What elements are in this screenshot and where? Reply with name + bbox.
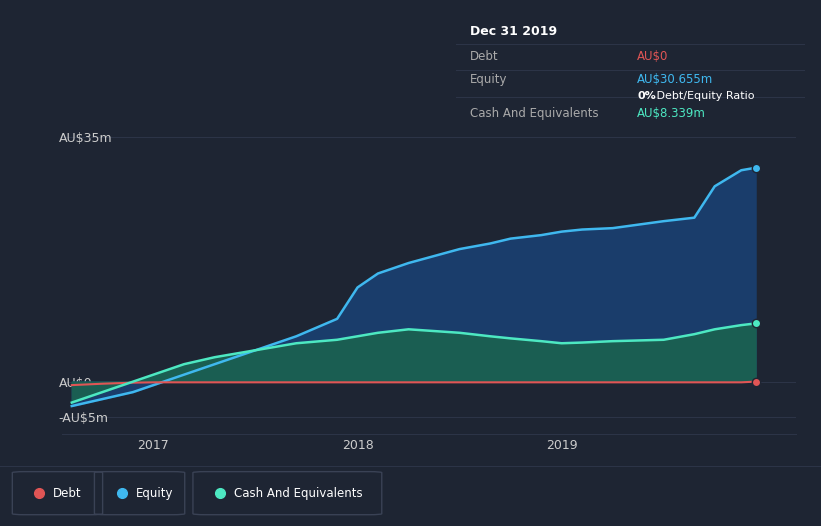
Text: Dec 31 2019: Dec 31 2019 <box>470 25 557 38</box>
Text: AU$0: AU$0 <box>637 49 668 63</box>
Text: 0%: 0% <box>637 90 656 101</box>
Text: Equity: Equity <box>470 73 507 86</box>
Text: AU$30.655m: AU$30.655m <box>637 73 713 86</box>
Text: Cash And Equivalents: Cash And Equivalents <box>234 487 363 500</box>
Text: Debt/Equity Ratio: Debt/Equity Ratio <box>653 90 754 101</box>
Text: AU$8.339m: AU$8.339m <box>637 107 706 120</box>
Text: Equity: Equity <box>135 487 173 500</box>
Text: Debt: Debt <box>470 49 498 63</box>
Text: Cash And Equivalents: Cash And Equivalents <box>470 107 599 120</box>
Text: Debt: Debt <box>53 487 82 500</box>
